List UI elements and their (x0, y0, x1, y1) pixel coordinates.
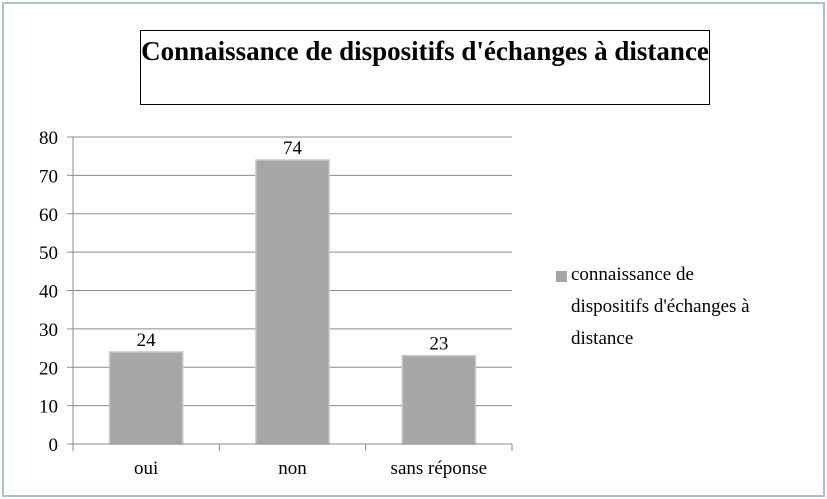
legend: connaissance de dispositifs d'échanges à… (556, 263, 751, 355)
bar (255, 159, 330, 445)
legend-key (556, 271, 567, 282)
y-tick-label: 40 (39, 282, 58, 303)
data-label: 74 (283, 138, 303, 159)
bar (401, 354, 477, 445)
y-tick-label: 30 (39, 320, 58, 341)
legend-label: connaissance de dispositifs d'échanges à… (571, 264, 750, 349)
x-tick-label: non (278, 458, 307, 479)
y-tick-label: 0 (49, 435, 59, 456)
bar (108, 351, 184, 445)
data-label: 24 (137, 330, 157, 351)
y-tick-label: 70 (39, 166, 58, 187)
chart-title: Connaissance de dispositifs d'échanges à… (140, 30, 710, 105)
y-tick-label: 80 (39, 128, 58, 149)
y-tick-label: 60 (39, 205, 58, 226)
y-tick-label: 50 (39, 243, 58, 264)
y-tick-label: 20 (39, 358, 58, 379)
data-label: 23 (429, 334, 448, 355)
x-tick-label: sans réponse (391, 458, 488, 479)
y-tick-label: 10 (39, 397, 58, 418)
x-tick-label: oui (134, 458, 158, 479)
